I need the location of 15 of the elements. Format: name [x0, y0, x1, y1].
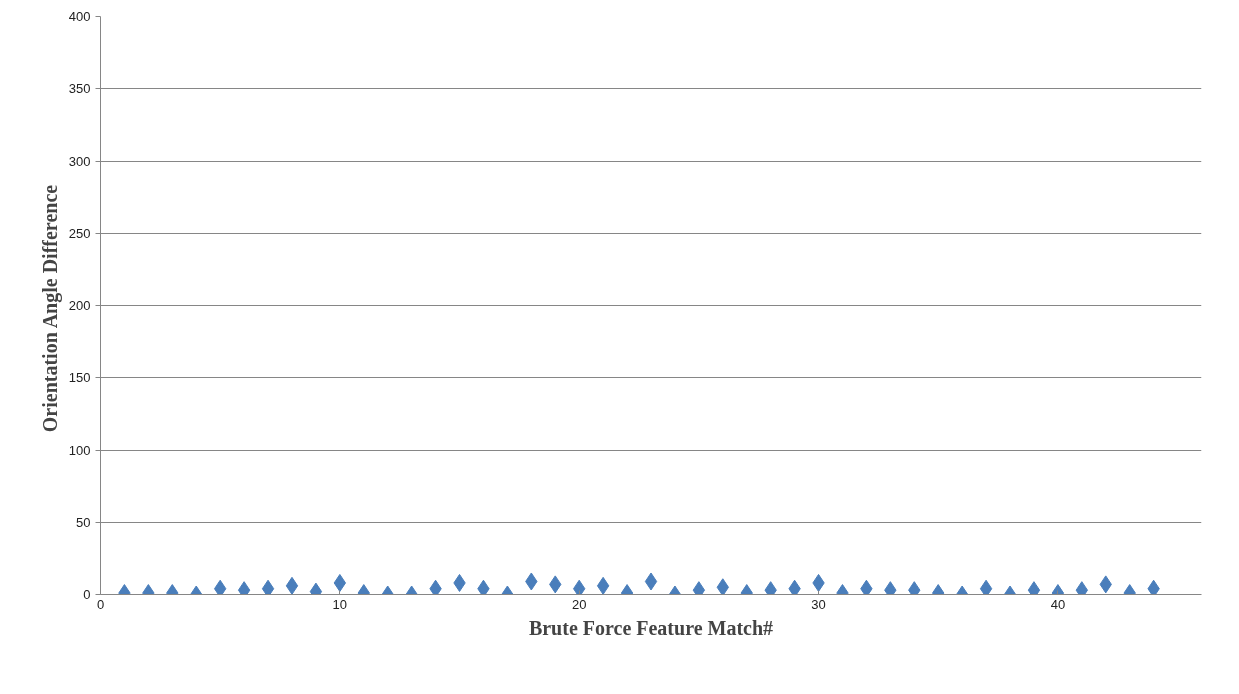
- x-tick-label: 10: [332, 596, 348, 612]
- y-tick-label: 350: [68, 81, 91, 97]
- y-tick-label: 200: [68, 298, 91, 313]
- x-tick-label: 20: [571, 596, 587, 612]
- y-tick-label: 50: [76, 514, 91, 530]
- y-tick-label: 400: [68, 9, 91, 24]
- x-tick-label: 0: [96, 596, 105, 612]
- x-tick-label: 30: [811, 596, 826, 612]
- y-tick-label: 150: [68, 370, 91, 386]
- y-tick-label: 100: [68, 442, 91, 458]
- y-axis-title: Orientation Angle Difference: [38, 184, 62, 433]
- y-tick-label: 300: [68, 153, 91, 169]
- x-axis-title: Brute Force Feature Match#: [528, 616, 774, 639]
- x-tick-label: 40: [1050, 596, 1066, 612]
- y-tick-label: 250: [68, 225, 91, 241]
